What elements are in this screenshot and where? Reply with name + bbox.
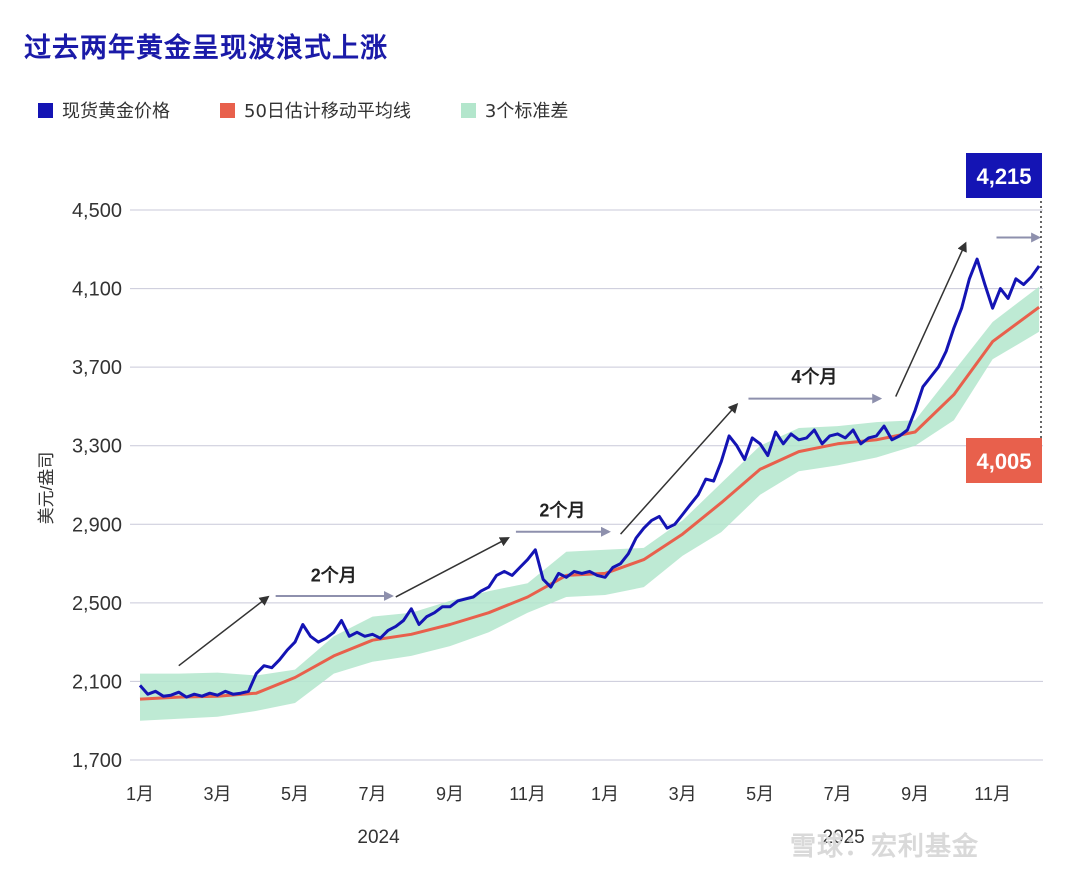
legend-swatch-moving-average [220, 102, 235, 118]
x-tick-label: 7月 [359, 784, 387, 804]
trend-arrow [895, 241, 967, 397]
trend-arrow [178, 595, 270, 667]
watermark: 雪球：宏利基金 [790, 832, 980, 862]
y-tick-label: 2,900 [72, 514, 122, 536]
std-band-area [140, 286, 1040, 721]
year-label: 2025 [822, 827, 864, 848]
x-tick-label: 9月 [436, 784, 464, 804]
legend-label-moving-average: 50日估计移动平均线 [244, 101, 411, 122]
x-tick-label: 7月 [824, 784, 852, 804]
end-label-spot-gold: 4,215 [976, 164, 1031, 189]
legend: 现货黄金价格 50日估计移动平均线 3个标准差 [38, 97, 618, 123]
y-tick-label: 3,300 [72, 436, 122, 458]
x-tick-label: 1月 [126, 784, 154, 804]
duration-label: 2个月 [539, 499, 585, 520]
trend-arrow [395, 537, 510, 598]
year-label: 2024 [357, 827, 400, 848]
end-label-moving-average: 4,005 [976, 449, 1031, 474]
x-tick-label: 5月 [281, 784, 309, 804]
legend-label-std-band: 3个标准差 [484, 101, 569, 122]
duration-label: 4个月 [791, 366, 837, 387]
y-tick-label: 2,100 [72, 671, 122, 693]
x-tick-label: 3月 [204, 784, 232, 804]
moving-average-line [139, 305, 1040, 701]
x-tick-label: 3月 [669, 784, 697, 804]
y-tick-label: 1,700 [72, 750, 122, 772]
x-tick-label: 11月 [974, 784, 1011, 804]
legend-item-moving-average: 50日估计移动平均线 [220, 97, 411, 123]
duration-label: 2个月 [311, 564, 357, 585]
legend-item-std-band: 3个标准差 [460, 97, 569, 123]
legend-item-spot-gold: 现货黄金价格 [38, 97, 170, 123]
y-tick-label: 4,500 [72, 200, 122, 222]
x-tick-label: 1月 [591, 784, 619, 804]
y-tick-label: 3,700 [72, 357, 122, 379]
y-axis-label: 美元/盎司 [37, 452, 56, 525]
end-label-moving-average-box [966, 438, 1042, 483]
x-tick-label: 11月 [509, 784, 546, 804]
x-tick-label: 9月 [901, 784, 929, 804]
legend-swatch-spot-gold [38, 102, 53, 118]
chart-title: 过去两年黄金呈现波浪式上涨 [24, 33, 388, 64]
end-label-spot-gold-box [966, 153, 1042, 198]
y-tick-label: 2,500 [72, 593, 122, 615]
legend-label-spot-gold: 现货黄金价格 [62, 101, 170, 122]
x-tick-label: 5月 [746, 784, 774, 804]
trend-arrow [620, 402, 739, 535]
legend-swatch-std-band [460, 102, 476, 118]
spot-gold-line [138, 257, 1041, 699]
y-tick-label: 4,100 [72, 279, 122, 301]
